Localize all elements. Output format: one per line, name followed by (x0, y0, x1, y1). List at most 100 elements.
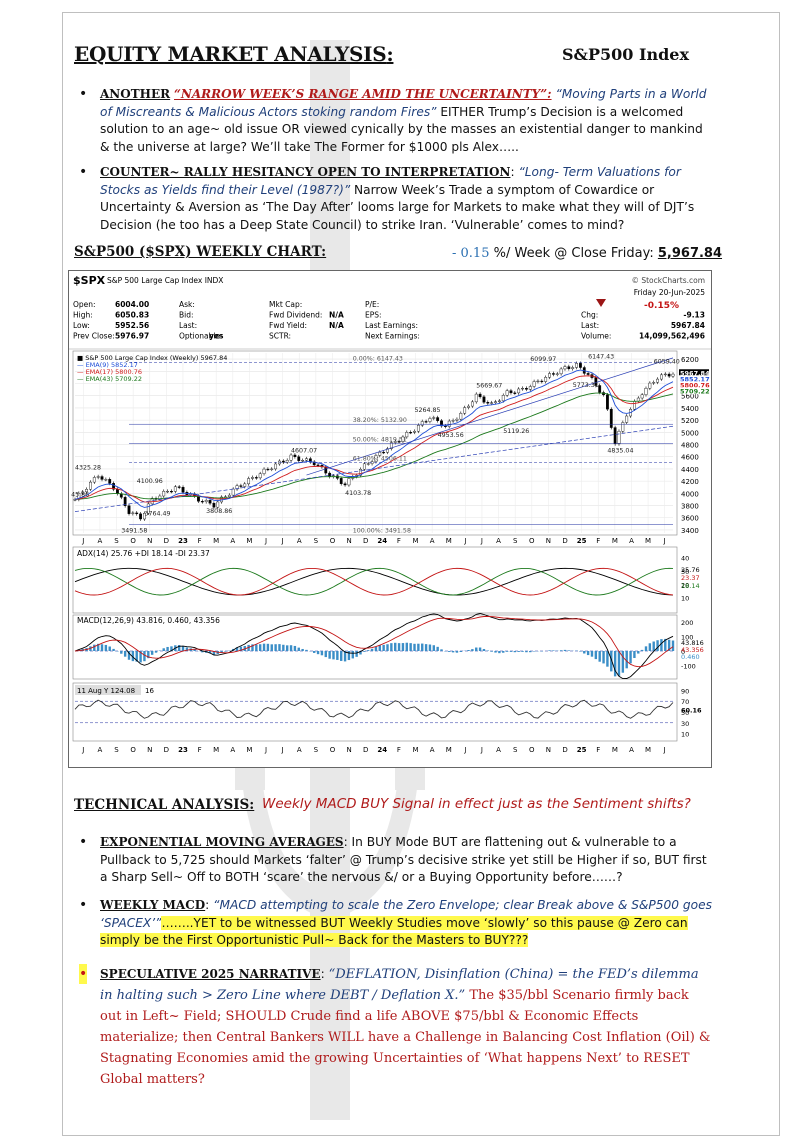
sc-candle-body (486, 402, 490, 404)
sc-macd-hist-bar (220, 651, 223, 653)
sc-price-annotation: 6147.43 (588, 353, 614, 360)
bullet-body-highlighted: ……..YET to be witnessed BUT Weekly Studi… (100, 915, 688, 947)
sc-macd-hist-bar (664, 638, 667, 651)
week-change: - 0.15 (452, 246, 490, 261)
sc-x-tick: 25 (577, 537, 587, 545)
sc-candle-body (96, 476, 100, 478)
sc-macd-hist-bar (401, 643, 405, 651)
sc-macd-hist-bar (270, 644, 273, 651)
sc-candle-body (555, 373, 559, 375)
down-arrow-icon (596, 299, 606, 307)
sc-macd-hist-bar (502, 651, 505, 653)
sc-macd-hist-bar (617, 651, 621, 676)
sc-candle-body (470, 401, 474, 407)
bullet-head-italic: “NARROW WEEK’S RANGE AMID THE UNCERTAINT… (174, 87, 552, 101)
bullet-item: • SPECULATIVE 2025 NARRATIVE: “DEFLATION… (79, 964, 712, 1090)
bullet-head: SPECULATIVE 2025 NARRATIVE (100, 967, 321, 981)
sc-macd-hist-bar (394, 642, 397, 651)
sc-candle-body (374, 455, 378, 462)
sc-macd-hist-bar (494, 651, 497, 653)
bullet-item: • ANOTHER “NARROW WEEK’S RANGE AMID THE … (79, 86, 712, 156)
sc-trendline (74, 425, 674, 512)
sc-price-annotation: 3764.49 (144, 511, 170, 518)
sc-candle-body (409, 432, 413, 434)
sc-x-tick: J (281, 746, 284, 754)
sc-macd-hist-bar (652, 641, 655, 651)
sc-x-tick: J (81, 746, 84, 754)
sc-legend: ■ S&P 500 Large Cap Index (Weekly) 5967.… (77, 354, 227, 383)
sc-macd-hist-bar (594, 651, 598, 660)
sc-macd-hist-bar (583, 651, 586, 654)
sc-macd-tick: 100 (681, 633, 693, 641)
sc-price-tag-bg (679, 369, 709, 377)
sc-macd-hist-bar (324, 651, 327, 658)
sc-candle-body (598, 385, 602, 393)
sc-x-tick: A (297, 537, 302, 545)
sc-x-tick: M (645, 537, 651, 545)
sc-price-tag-bg (679, 375, 709, 383)
sc-macd-hist-bar (297, 647, 300, 651)
sc-candle-body (501, 395, 505, 402)
bullet-dot: • (79, 834, 88, 850)
sc-plus-di-line (74, 567, 674, 596)
sc-price-annotation: 4103.78 (345, 490, 371, 497)
sc-x-tick: D (164, 746, 169, 754)
sc-candle-body (424, 421, 428, 423)
sc-candle-body (235, 485, 239, 490)
sc-candle-body (270, 468, 274, 470)
sc-candle-body (339, 478, 343, 484)
sc-macd-hist-bar (247, 644, 250, 651)
sc-quote-cell: Last: (179, 321, 197, 330)
sc-macd-hist-bar (640, 649, 644, 651)
sc-candle-body (285, 460, 289, 463)
sc-candle-body (478, 393, 482, 398)
sc-quote-cell: High: (73, 311, 93, 320)
sc-osc-label-bg (75, 685, 141, 695)
sc-macd-hist-bar (162, 648, 165, 651)
sc-macd-panel (72, 614, 678, 680)
sc-macd-hist-bar (185, 647, 189, 651)
sc-macd-signal-line (74, 615, 674, 668)
sc-price-tick: 3400 (681, 527, 699, 535)
sc-macd-hist-bar (367, 650, 370, 651)
sc-macd-hist-bar (181, 646, 185, 651)
sc-macd-hist-bar (347, 651, 351, 661)
sc-x-tick: A (629, 537, 634, 545)
sc-candle-body (143, 512, 146, 520)
sc-macd-hist-bar (143, 651, 146, 662)
sc-x-tick: A (496, 537, 501, 545)
sc-osc-tick: 70 (681, 698, 689, 706)
sc-candle-body (227, 494, 231, 498)
sc-candle-body (447, 420, 451, 427)
sc-candle-body (505, 390, 509, 396)
bullet-colon: : (510, 165, 515, 179)
sc-macd-hist-bar (475, 647, 478, 651)
sc-price-tick: 5200 (681, 417, 699, 425)
sc-quote-cell: Open: (73, 300, 96, 309)
sc-main-grid (75, 353, 673, 533)
sc-price-annotation: 3808.86 (206, 508, 232, 515)
sc-x-tick: A (297, 746, 302, 754)
sc-candle-body (640, 394, 644, 399)
sc-macd-hist-bar (104, 644, 108, 651)
sc-macd-hist-bar (313, 651, 316, 653)
sc-macd-hist-bar (166, 646, 169, 651)
sc-macd-hist-bar (374, 646, 378, 651)
sc-macd-hist-bar (413, 643, 416, 651)
sc-price-annotation: 4607.07 (291, 447, 317, 454)
sc-candle-body (177, 486, 181, 488)
sc-legend-entry: — EMA(9) 5852.17 (77, 361, 138, 369)
sc-x-tick: M (213, 537, 219, 545)
sc-price-annotation: 5264.85 (415, 407, 441, 414)
sc-macd-hist-bar (513, 651, 517, 653)
sc-candle-body (146, 503, 150, 514)
sc-quote-cell: SCTR: (269, 332, 291, 341)
sc-candle-body (366, 463, 370, 465)
sc-macd-hist-bar (482, 648, 486, 651)
sc-price-series (73, 361, 675, 521)
sc-macd-hist-bar (525, 651, 528, 653)
sc-macd-hist-bar (108, 646, 111, 651)
sc-macd-hist-bar (212, 651, 216, 655)
sc-candle-body (251, 477, 254, 479)
